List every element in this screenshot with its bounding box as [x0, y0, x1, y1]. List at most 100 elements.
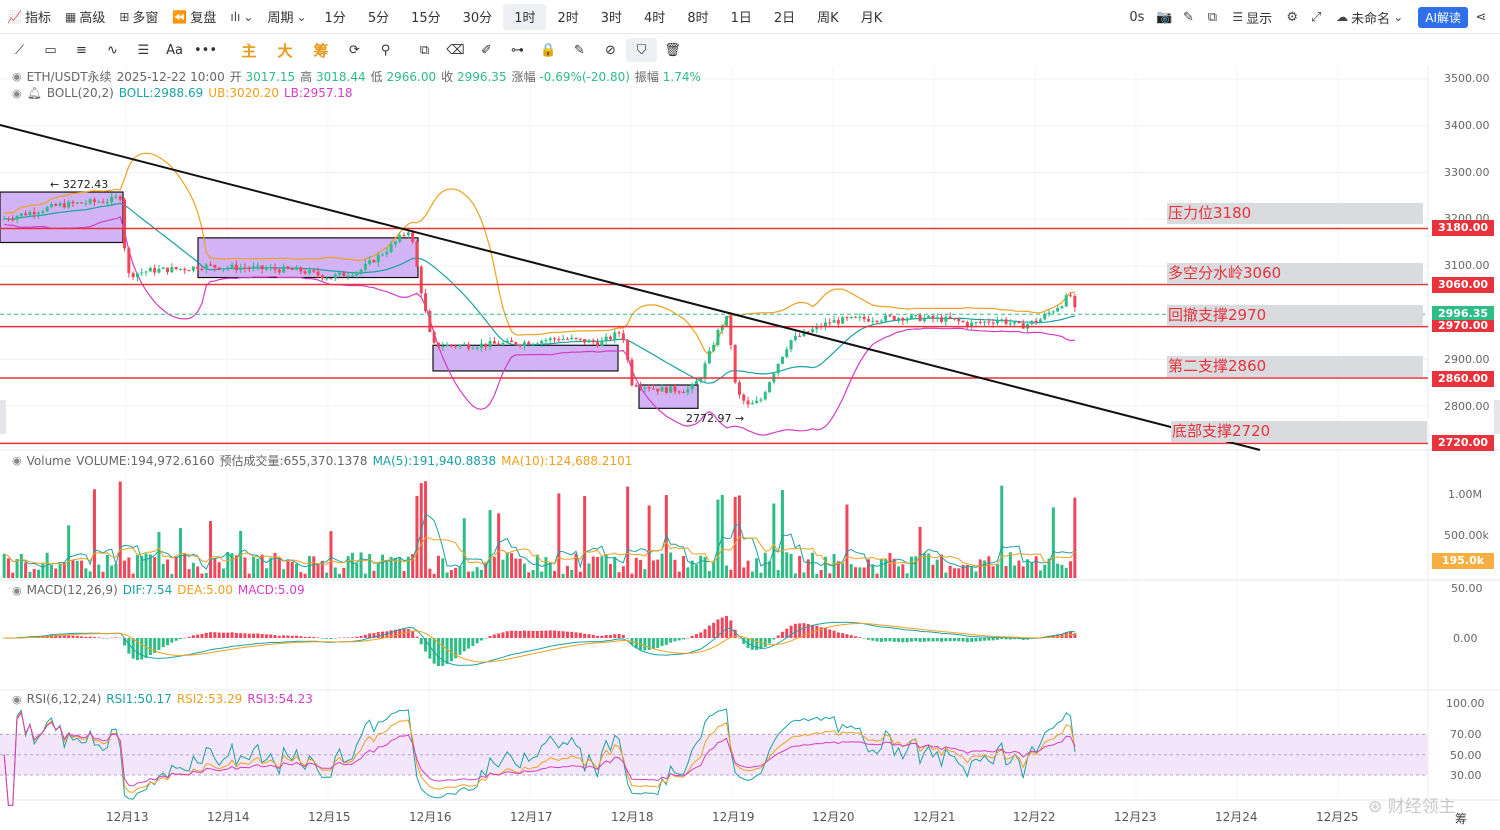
fib-tool-icon[interactable]: ☰ [137, 42, 150, 58]
share-icon[interactable]: ⋖ [1475, 9, 1487, 25]
eraser-icon[interactable]: ⌫ [446, 42, 465, 58]
candle-body [243, 267, 247, 269]
eye-icon[interactable]: ◉ [12, 692, 22, 706]
share-box-icon[interactable]: ⧉ [1207, 9, 1218, 25]
chip-corner-label[interactable]: 筹 [1455, 812, 1468, 826]
candle-body [200, 268, 204, 270]
candle-body [944, 316, 948, 322]
eye-icon[interactable]: ◉ [12, 583, 22, 597]
text-tool-icon[interactable]: Aa [166, 42, 183, 58]
candle [578, 338, 582, 341]
macd-histogram-bar [454, 638, 458, 659]
timeframe-5m[interactable]: 5分 [367, 11, 390, 26]
candle-body [484, 343, 488, 347]
eye-icon[interactable]: ◉ [12, 70, 22, 83]
volume-bar [15, 559, 19, 578]
timeframe-15m[interactable]: 15分 [411, 11, 441, 26]
pencil-icon[interactable]: ✎ [1182, 9, 1194, 25]
candle [862, 314, 866, 323]
trendline-tool-icon[interactable]: ⟋ [14, 42, 25, 58]
volume-bar [841, 563, 845, 578]
rsi6-line [3, 708, 1076, 806]
fullscreen-icon[interactable]: ⤢ [1310, 9, 1322, 25]
timeframe-1mo[interactable]: 月K [860, 11, 883, 26]
chart-type-dropdown[interactable]: ılı ⌄ [223, 4, 260, 30]
timeframe-8h[interactable]: 8时 [687, 11, 709, 26]
timeframe-30m[interactable]: 30分 [462, 11, 493, 26]
candle [338, 272, 342, 277]
lock-icon[interactable]: 🔒 [540, 42, 557, 58]
candle [737, 379, 741, 399]
chart-canvas[interactable] [0, 64, 1500, 830]
candle [729, 312, 733, 350]
macd-histogram-bar [656, 638, 660, 648]
candle-body [720, 325, 724, 330]
sync-icon[interactable]: ⟳ [349, 42, 360, 58]
volume-bar [664, 495, 668, 578]
big-order-button[interactable]: 大 [277, 41, 293, 60]
candle-body [479, 343, 483, 348]
candle [178, 268, 182, 271]
timeframe-4h[interactable]: 4时 [644, 11, 666, 26]
pullback-support-label[interactable]: 回撤支撑2970 [1167, 305, 1423, 326]
candle-body [725, 315, 729, 326]
copy-icon[interactable]: ⧉ [419, 42, 430, 58]
display-button[interactable]: ☰ 显示 [1225, 4, 1279, 30]
chart-icon: 📈 [7, 9, 22, 24]
camera-icon[interactable]: 📷 [1156, 9, 1173, 25]
rectangle-tool-icon[interactable]: ▭ [44, 42, 57, 58]
timeframe-2d[interactable]: 2日 [773, 11, 796, 26]
macd-histogram-bar [501, 632, 505, 638]
volume-bar [854, 567, 858, 578]
volume-bar [441, 558, 445, 578]
brush-icon[interactable]: ✐ [481, 42, 492, 58]
volume-bar [221, 568, 225, 578]
chip-button[interactable]: 筹 [313, 41, 329, 60]
second-support-label[interactable]: 第二支撑2860 [1167, 356, 1423, 377]
candle [273, 263, 277, 274]
timeframe-2h[interactable]: 2时 [557, 11, 579, 26]
candle-body [1073, 295, 1077, 308]
settings-icon[interactable]: ⚙ [1286, 9, 1298, 25]
timeframe-1d[interactable]: 1日 [730, 11, 752, 26]
timeframe-1w[interactable]: 周K [817, 11, 839, 26]
wave-tool-icon[interactable]: ∿ [107, 42, 118, 58]
candle-body [987, 321, 991, 323]
filter-icon[interactable]: ⛉ [626, 38, 657, 62]
timeframe-1h[interactable]: 1时 [503, 3, 547, 30]
bell-icon[interactable]: 🔔︎ [26, 86, 42, 100]
right-collapse-handle[interactable] [1494, 400, 1500, 434]
period-dropdown[interactable]: 周期 ⌄ [260, 4, 313, 30]
main-force-button[interactable]: 主 [241, 41, 257, 60]
candle-body [884, 315, 888, 321]
bottom-support-label[interactable]: 底部支撑2720 [1171, 421, 1427, 442]
layout-name-dropdown[interactable]: ☁ 未命名 ⌄ [1329, 4, 1410, 30]
volume-bar [247, 573, 251, 578]
timeframe-1m[interactable]: 1分 [324, 11, 346, 26]
more-tools-icon[interactable]: ••• [193, 42, 217, 58]
parallel-lines-tool-icon[interactable]: ≡ [76, 42, 87, 58]
replay-button[interactable]: ⏪ 复盘 [165, 4, 223, 30]
ai-interpret-button[interactable]: AI解读 [1418, 6, 1468, 28]
multi-window-button[interactable]: ⊞ 多窗 [112, 4, 165, 30]
candle [600, 337, 604, 347]
barbell-icon[interactable]: ⊶ [511, 42, 524, 58]
eye-icon[interactable]: ◉ [12, 86, 22, 100]
pivot-level-label[interactable]: 多空分水岭3060 [1167, 263, 1423, 284]
visibility-icon[interactable]: ⊘ [605, 42, 616, 58]
volume-bar [252, 557, 256, 578]
notes-icon[interactable]: ✎ [574, 42, 585, 58]
candle-body [273, 267, 277, 270]
timeframe-3h[interactable]: 3时 [600, 11, 623, 26]
candle [41, 209, 45, 216]
magnet-icon[interactable]: ⚲ [380, 42, 391, 58]
resistance-level-label[interactable]: 压力位3180 [1167, 203, 1423, 224]
indicators-button[interactable]: 📈 指标 [0, 4, 58, 30]
advanced-button[interactable]: ▦ 高级 [58, 4, 112, 30]
trash-icon[interactable]: 🗑 [664, 42, 681, 58]
macd-histogram-bar [952, 638, 956, 642]
candle [583, 338, 587, 345]
eye-icon[interactable]: ◉ [12, 454, 22, 467]
left-collapse-handle[interactable] [0, 400, 6, 434]
candle-body [393, 241, 397, 245]
